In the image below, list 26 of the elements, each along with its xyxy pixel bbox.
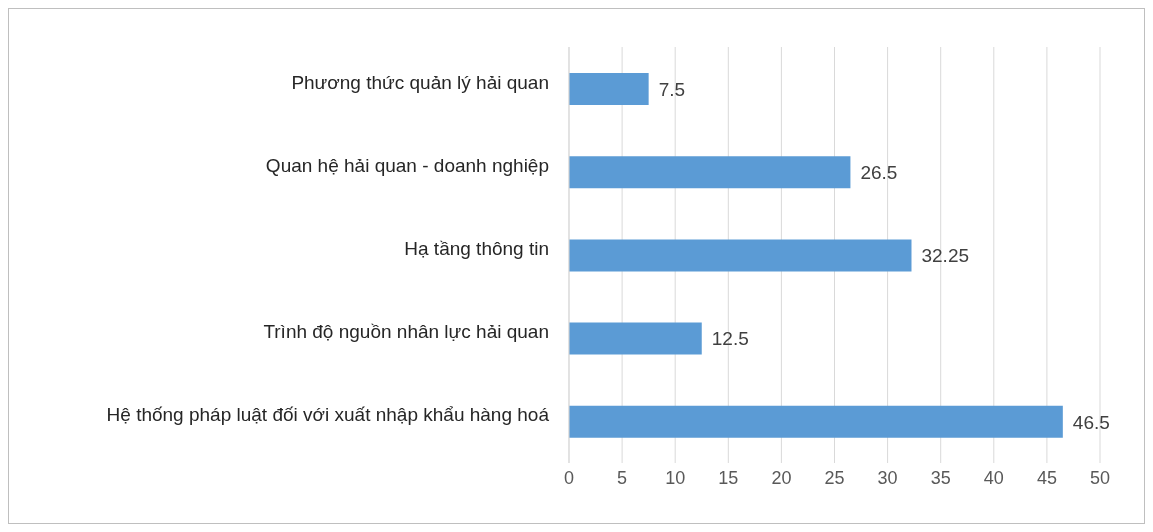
data-label: 32.25 [921,245,970,267]
x-tick-label: 40 [983,467,1004,488]
x-tick-label: 20 [771,467,792,488]
y-tick-label: Phương thức quản lý hải quan [291,71,549,93]
y-tick-label: Hệ thống pháp luật đối với xuất nhập khẩu hàng hoá [106,404,550,426]
data-label: 12.5 [711,328,749,350]
y-tick-label: Hạ tầng thông tin [404,238,549,259]
x-tick-label: 35 [930,467,951,488]
x-tick-label: 5 [617,467,628,488]
x-tick-label: 0 [563,467,575,488]
x-tick-label: 30 [877,467,898,488]
data-label: 46.5 [1072,411,1110,433]
x-tick-label: 25 [824,467,845,488]
bar [569,322,702,355]
data-label: 7.5 [658,78,686,100]
x-tick-label: 45 [1036,467,1057,488]
bar [569,405,1063,438]
x-tick-label: 10 [665,467,686,488]
bar [569,73,649,105]
bar [569,239,912,272]
y-tick-label: Trình độ nguồn nhân lực hải quan [263,321,549,343]
x-tick-label: 50 [1089,467,1111,488]
x-tick-label: 15 [718,467,739,488]
bar [569,156,851,189]
data-label: 26.5 [860,161,898,183]
y-tick-label: Quan hệ hải quan - doanh nghiệp [265,154,549,176]
